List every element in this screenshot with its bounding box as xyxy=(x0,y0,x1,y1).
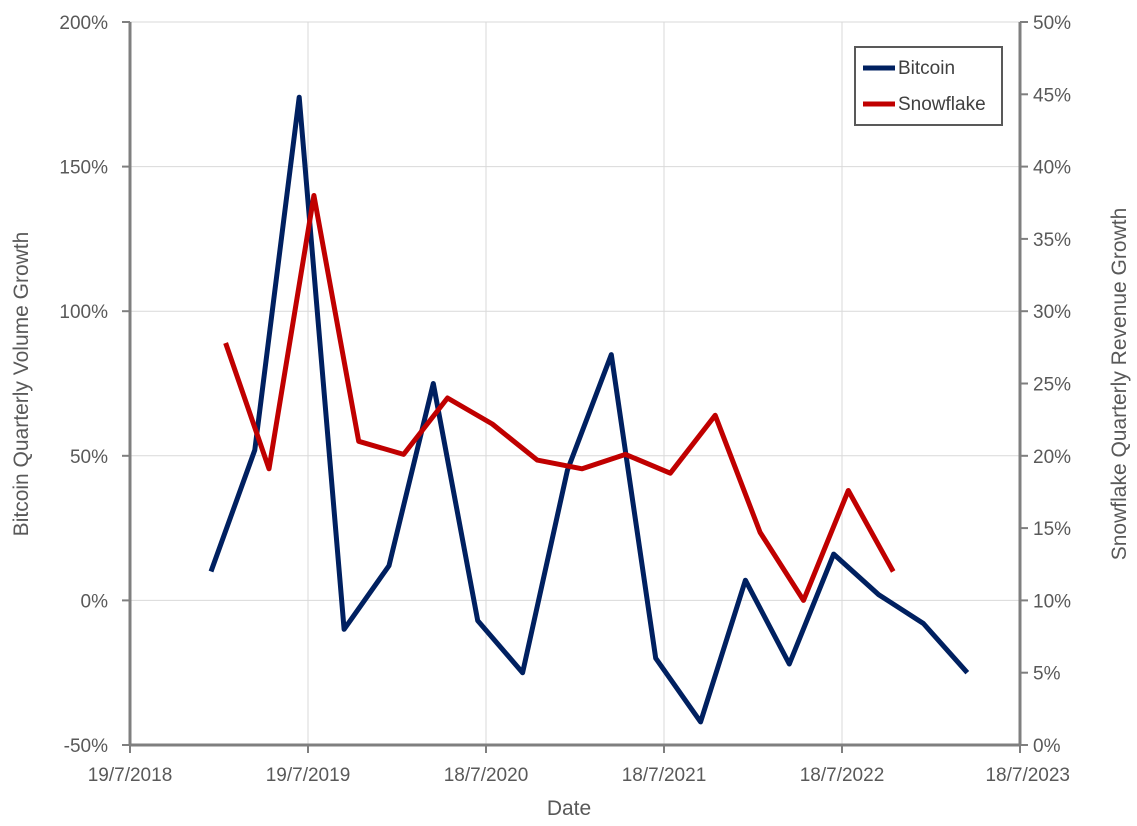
legend: Bitcoin Snowflake xyxy=(854,46,1003,126)
x-tick-label-2: 18/7/2020 xyxy=(444,765,529,786)
y-tick-label-4: 150% xyxy=(59,158,108,179)
y2-tick-label-8: 40% xyxy=(1033,158,1071,179)
x-tick-label-3: 18/7/2021 xyxy=(622,765,707,786)
y-tick-label-1: 0% xyxy=(81,591,109,612)
x-tick-label-0: 19/7/2018 xyxy=(88,765,173,786)
axes xyxy=(122,21,1028,753)
y2-tick-label-3: 15% xyxy=(1033,519,1071,540)
y2-tick-label-5: 25% xyxy=(1033,375,1071,396)
series-lines xyxy=(208,94,970,725)
y2-axis-title: Snowflake Quarterly Revenue Growth xyxy=(1108,208,1131,561)
series-line-bitcoin xyxy=(208,94,970,725)
series-line-snowflake xyxy=(223,193,896,603)
y2-tick-label-10: 50% xyxy=(1033,13,1071,34)
x-tick-label-5: 18/7/2023 xyxy=(985,765,1070,786)
y-axis-title: Bitcoin Quarterly Volume Growth xyxy=(10,232,33,537)
y-tick-label-2: 50% xyxy=(70,447,108,468)
y2-tick-label-6: 30% xyxy=(1033,302,1071,323)
y2-tick-label-7: 35% xyxy=(1033,230,1071,251)
y2-tick-label-0: 0% xyxy=(1033,736,1061,757)
y2-tick-label-2: 10% xyxy=(1033,591,1071,612)
y-tick-label-3: 100% xyxy=(59,302,108,323)
y-tick-label-0: -50% xyxy=(64,736,108,757)
legend-box xyxy=(854,46,1003,126)
x-tick-label-1: 19/7/2019 xyxy=(266,765,351,786)
legend-label-bitcoin: Bitcoin xyxy=(898,58,955,79)
y2-tick-label-9: 45% xyxy=(1033,85,1071,106)
x-axis-title: Date xyxy=(547,797,591,820)
y2-tick-label-4: 20% xyxy=(1033,447,1071,468)
x-tick-label-4: 18/7/2022 xyxy=(800,765,885,786)
y2-tick-label-1: 5% xyxy=(1033,664,1061,685)
legend-label-snowflake: Snowflake xyxy=(898,94,986,115)
tick-labels: -50% 0% 50% 100% 150% 200% 0% 5% 10% 15% 20% 25% 30%… xyxy=(59,13,1071,786)
y-tick-label-5: 200% xyxy=(59,13,108,34)
